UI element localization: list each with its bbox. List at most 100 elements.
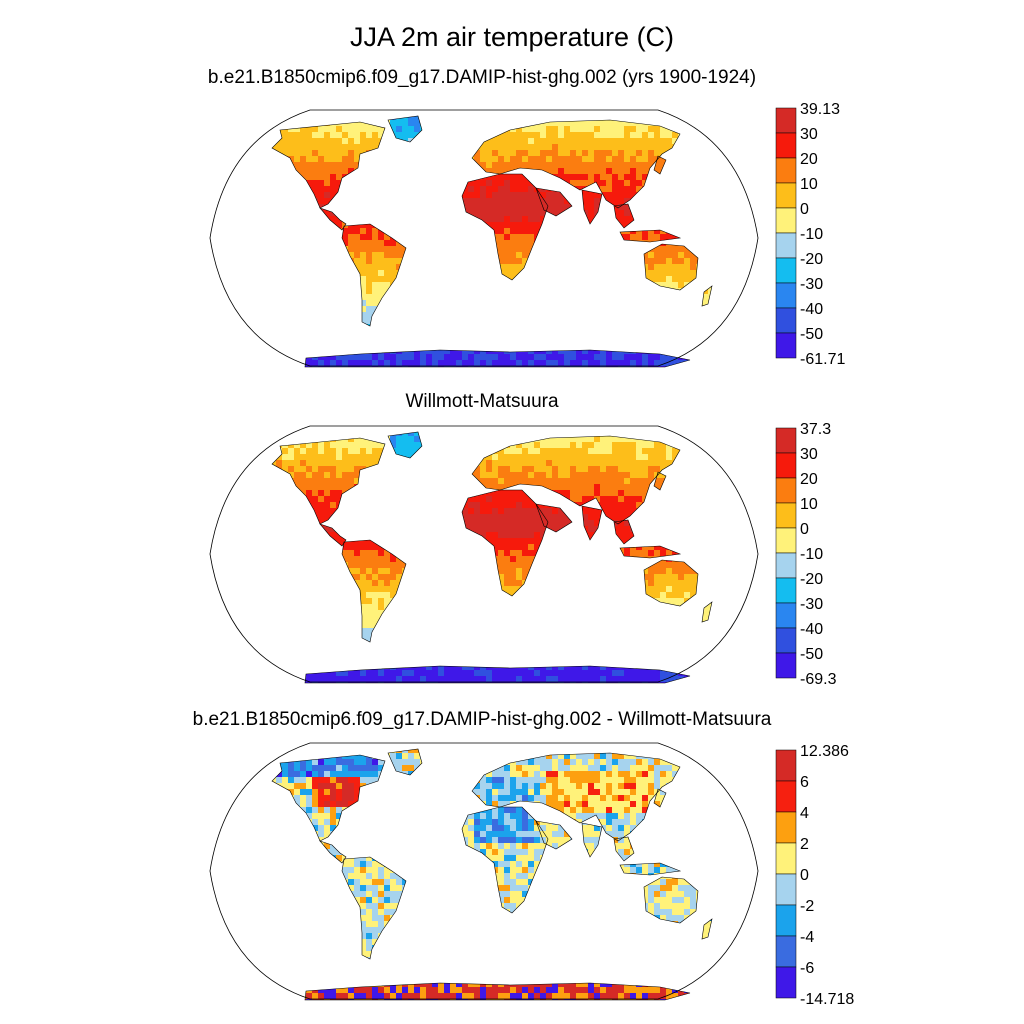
coastline-south-america [341,856,407,960]
coastline-arabia [535,187,573,217]
colorbar-segment [775,107,797,134]
colorbar-segment [775,577,797,604]
colorbar-label: 12.386 [800,743,849,760]
colorbar-label: -30 [800,276,823,293]
coastline-africa [461,806,549,914]
colorbar-segment [775,182,797,209]
colorbar-label: -69.3 [800,671,837,688]
colorbar-label: -20 [800,251,823,268]
coastline-japan [653,155,667,175]
coastline-eurasia [471,752,681,842]
coastline-central-america [319,840,347,864]
coastline-new-zealand [701,285,713,307]
colorbar-label: 39.13 [800,101,840,118]
coastline-new-zealand [701,918,713,940]
coastline-central-america [319,523,347,547]
colorbar-label: -30 [800,596,823,613]
colorbar-label: 2 [800,836,809,853]
panel-title-model: b.e21.B1850cmip6.f09_g17.DAMIP-hist-ghg.… [207,67,757,88]
colorbar-segment [775,627,797,654]
colorbar-label: -2 [800,898,814,915]
colorbar-label: 0 [800,521,809,538]
colorbar-segment [775,552,797,579]
coastline-australia [643,243,699,291]
colorbar-segment [775,652,797,679]
coastline-south-america [341,223,407,327]
colorbar-difference: 12.386 6 4 2 0 -2 -4 -6 -14.718 [775,743,854,1008]
colorbar-segment [775,282,797,309]
colorbar-segment [775,904,797,937]
colorbar-label: -10 [800,226,823,243]
map-projection-border [209,742,759,1000]
coastline-india [581,505,603,541]
coastline-arabia [535,820,573,850]
coastline-japan [653,788,667,808]
colorbar-label: -4 [800,929,814,946]
colorbar-segment [775,332,797,359]
colorbar-segment [775,935,797,968]
map-observed-temperature [209,425,759,684]
colorbar-label: 10 [800,496,818,513]
coastline-indonesia [619,862,682,876]
coastlines [271,115,713,368]
coastline-australia [643,559,699,607]
colorbar-label: 0 [800,867,809,884]
colorbar-observations: 37.3 30 20 10 0 -10 -20 -30 -40 -50 -69.3 [775,421,837,688]
coastline-eurasia [471,119,681,209]
colorbar-segment [775,257,797,284]
colorbar-segment [775,749,797,782]
colorbar-label: 4 [800,805,809,822]
coastline-arabia [535,503,573,533]
colorbar-label: 0 [800,201,809,218]
colorbar-label: -50 [800,646,823,663]
coastline-indonesia [619,545,682,559]
colorbar-label: 10 [800,176,818,193]
map-temperature-difference [209,742,759,1001]
colorbar-segment [775,811,797,844]
coastline-south-america [341,539,407,643]
land-temperature-field [272,116,712,367]
colorbar-label: 20 [800,151,818,168]
map-projection-border [209,425,759,683]
colorbar-label: -10 [800,546,823,563]
coastline-eurasia [471,435,681,525]
colorbar-label: -6 [800,960,814,977]
colorbar-segment [775,966,797,999]
colorbar-label: 37.3 [800,421,831,438]
coastlines [271,431,713,684]
colorbar-label: -14.718 [800,991,854,1008]
coastline-greenland [387,748,423,776]
coastline-new-zealand [701,601,713,623]
coastline-india [581,189,603,225]
coastline-antarctica [304,665,691,684]
coastline-africa [461,173,549,281]
land-temperature-field [272,432,712,683]
colorbar-label: 20 [800,471,818,488]
map-projection-border [209,109,759,367]
colorbar-segment [775,502,797,529]
colorbar-label: -20 [800,571,823,588]
colorbar-segment [775,232,797,259]
coastline-antarctica [304,349,691,368]
main-title: JJA 2m air temperature (C) [349,22,675,52]
colorbar-segment [775,842,797,875]
coastline-north-america [271,754,386,842]
colorbar-segment [775,427,797,454]
colorbar-segment [775,873,797,906]
coastline-north-america [271,121,386,209]
coastline-southeast-asia [613,519,635,545]
colorbar-segment [775,527,797,554]
coastline-indonesia [619,229,682,243]
coastline-greenland [387,115,423,143]
colorbar-model: 39.13 30 20 10 0 -10 -20 -30 -40 -50 -61.71 [775,101,845,368]
coastline-north-america [271,437,386,525]
colorbar-segment [775,157,797,184]
map-model-temperature [209,109,759,368]
colorbar-segment [775,477,797,504]
colorbar-label: -61.71 [800,351,845,368]
coastline-australia [643,876,699,924]
colorbar-label: 30 [800,126,818,143]
coastline-africa [461,489,549,597]
colorbar-segment [775,602,797,629]
colorbar-label: -50 [800,326,823,343]
